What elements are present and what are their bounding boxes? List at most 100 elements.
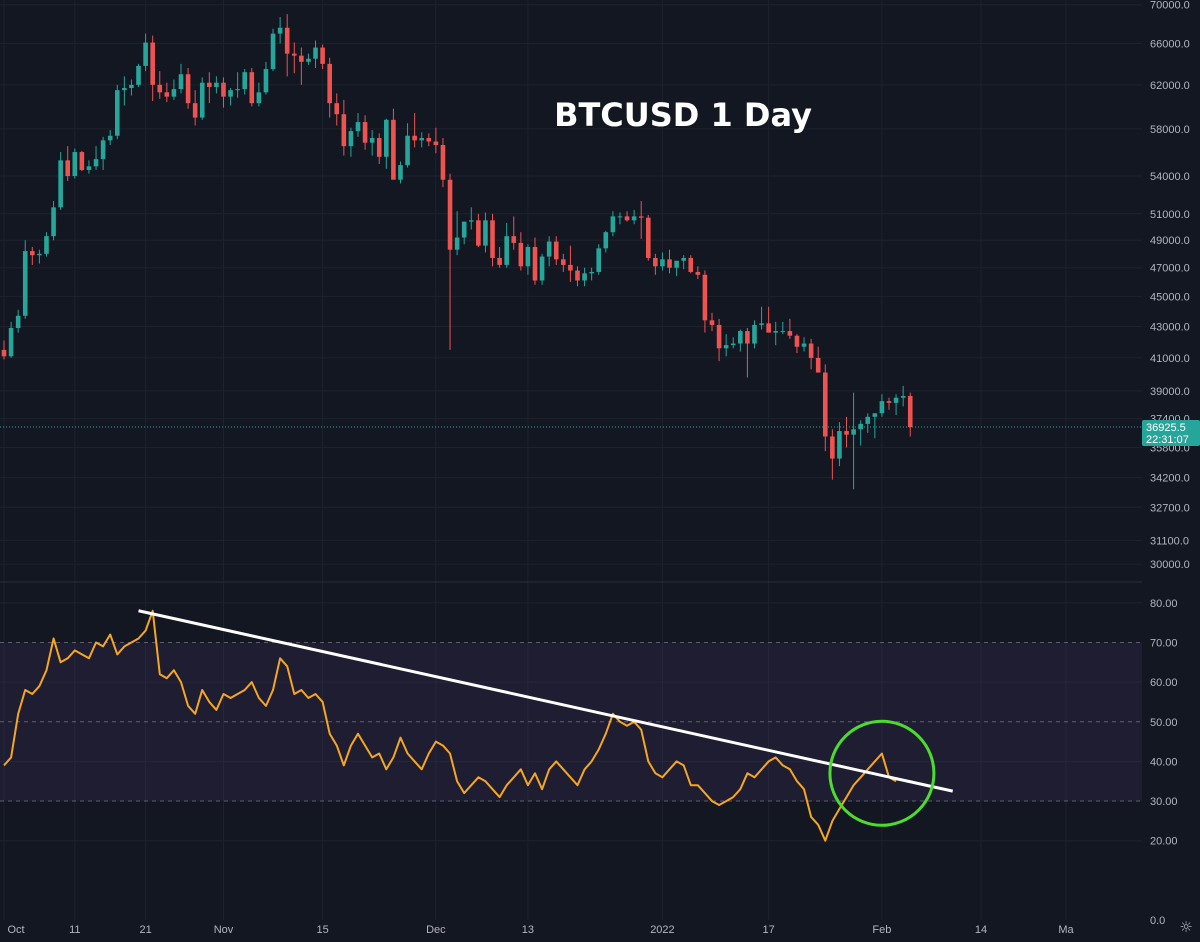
candle[interactable]	[653, 253, 658, 275]
candle[interactable]	[858, 420, 863, 446]
candle[interactable]	[483, 212, 488, 253]
rsi-axis[interactable]: 80.00 70.00 60.00 50.00 40.00 30.00 20.00 0.0	[1150, 598, 1178, 927]
candle[interactable]	[114, 84, 120, 140]
candle[interactable]	[454, 211, 460, 256]
candle[interactable]	[221, 77, 226, 108]
candle[interactable]	[638, 200, 644, 239]
time-axis[interactable]: Oct 11 21 Nov 15 Dec 13 2022 17 Feb 14 Ma	[7, 924, 1074, 936]
candle[interactable]	[893, 394, 899, 416]
candle[interactable]	[143, 33, 148, 72]
candle[interactable]	[568, 245, 573, 282]
candle[interactable]	[879, 394, 885, 417]
candle[interactable]	[150, 35, 155, 102]
candle[interactable]	[610, 211, 616, 237]
candle[interactable]	[723, 334, 729, 357]
candle[interactable]	[157, 71, 163, 99]
candlestick-series[interactable]	[1, 14, 913, 490]
candle[interactable]	[199, 77, 205, 120]
candle[interactable]	[766, 306, 771, 333]
candle[interactable]	[44, 232, 49, 257]
candle[interactable]	[787, 318, 793, 339]
candle[interactable]	[51, 200, 56, 241]
candle[interactable]	[532, 237, 538, 285]
candle[interactable]	[773, 321, 779, 346]
candle[interactable]	[348, 127, 354, 157]
candle[interactable]	[58, 152, 63, 210]
candle[interactable]	[419, 132, 425, 148]
candle[interactable]	[617, 212, 623, 225]
candle[interactable]	[30, 246, 35, 265]
candle[interactable]	[320, 44, 325, 70]
candle[interactable]	[86, 160, 92, 174]
candle[interactable]	[306, 53, 311, 65]
candle[interactable]	[582, 267, 587, 287]
candle[interactable]	[185, 68, 191, 109]
candle[interactable]	[242, 69, 248, 95]
candle[interactable]	[256, 82, 262, 107]
candle[interactable]	[249, 68, 255, 107]
candle[interactable]	[801, 337, 807, 352]
candle[interactable]	[1, 340, 7, 360]
candle[interactable]	[709, 312, 715, 332]
candle[interactable]	[192, 90, 198, 126]
candle[interactable]	[299, 47, 304, 85]
candle[interactable]	[79, 150, 85, 172]
candle[interactable]	[645, 215, 651, 261]
candle[interactable]	[674, 260, 679, 277]
candle[interactable]	[702, 270, 708, 333]
candle[interactable]	[681, 255, 686, 270]
candle[interactable]	[886, 397, 892, 410]
candle[interactable]	[426, 133, 432, 147]
candle[interactable]	[461, 221, 467, 245]
candle[interactable]	[207, 72, 212, 104]
candle[interactable]	[631, 209, 637, 225]
candle[interactable]	[313, 40, 318, 69]
candle[interactable]	[730, 337, 736, 349]
candle[interactable]	[369, 130, 375, 156]
candle[interactable]	[327, 57, 332, 118]
candle[interactable]	[412, 113, 417, 148]
candle[interactable]	[738, 329, 743, 352]
candle[interactable]	[808, 338, 814, 370]
candle[interactable]	[15, 309, 21, 333]
candle[interactable]	[539, 253, 545, 285]
candle[interactable]	[270, 28, 276, 72]
rsi-trendline[interactable]	[138, 609, 954, 793]
candle[interactable]	[660, 252, 665, 271]
candle[interactable]	[851, 392, 856, 490]
candle[interactable]	[22, 240, 28, 319]
candle[interactable]	[695, 266, 701, 280]
candle[interactable]	[228, 88, 233, 106]
candle[interactable]	[546, 236, 552, 267]
candle[interactable]	[362, 115, 368, 150]
candle[interactable]	[433, 127, 439, 154]
candle[interactable]	[72, 148, 78, 179]
candle[interactable]	[688, 255, 694, 274]
candle[interactable]	[122, 76, 127, 106]
candle[interactable]	[624, 211, 630, 222]
candle[interactable]	[107, 130, 113, 145]
gear-icon[interactable]: ☼	[1179, 918, 1193, 936]
candle[interactable]	[391, 108, 396, 180]
candle[interactable]	[376, 133, 382, 164]
candle[interactable]	[497, 246, 502, 268]
candle[interactable]	[100, 136, 106, 170]
candle[interactable]	[136, 63, 141, 87]
candle[interactable]	[561, 253, 566, 272]
candle[interactable]	[518, 232, 524, 271]
candle[interactable]	[214, 76, 219, 94]
price-axis[interactable]: 70000.0 66000.0 62000.0 58000.0 54000.0 51000…	[1150, 0, 1190, 571]
candle[interactable]	[575, 266, 580, 287]
candle[interactable]	[341, 99, 347, 156]
candle[interactable]	[384, 118, 389, 169]
candle[interactable]	[752, 320, 757, 349]
rsi-line[interactable]	[3, 609, 897, 842]
candle[interactable]	[837, 422, 842, 467]
candle[interactable]	[468, 207, 474, 230]
candle[interactable]	[844, 416, 849, 448]
candle[interactable]	[907, 392, 913, 437]
candle[interactable]	[589, 267, 594, 281]
candle[interactable]	[65, 146, 71, 181]
candle[interactable]	[440, 138, 446, 188]
